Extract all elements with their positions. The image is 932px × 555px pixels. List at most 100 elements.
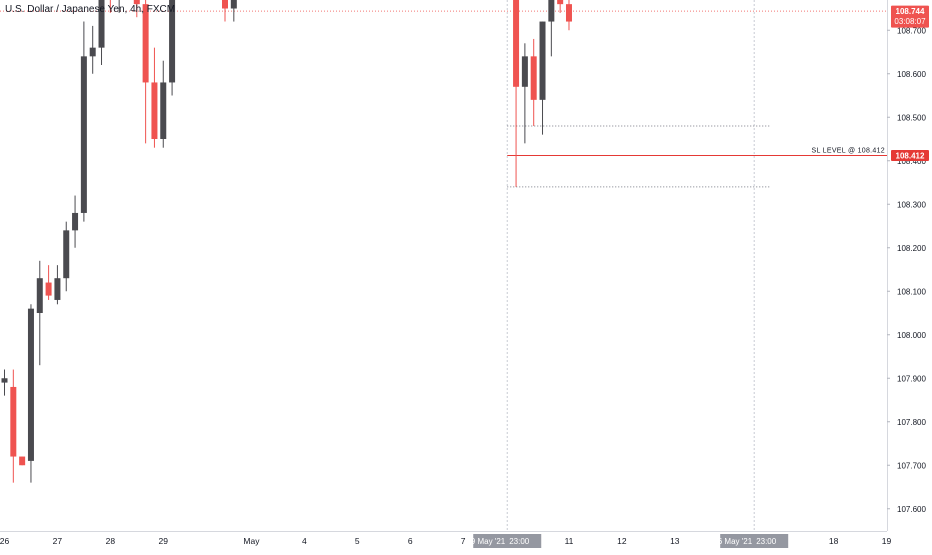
price-tick-label: 108.600: [897, 70, 926, 79]
price-tick-label: 108.700: [897, 26, 926, 35]
candle: [230, 0, 237, 22]
time-tick-label: 29: [159, 536, 169, 546]
candle: [565, 0, 572, 31]
candle: [10, 369, 17, 483]
time-tick-label: 12: [617, 536, 627, 546]
candle: [27, 304, 34, 483]
candle-body: [89, 47, 96, 57]
date-marker-badge: 09 May '21 23:00: [466, 534, 542, 548]
date-marker-date: 16 May '21: [713, 537, 752, 546]
price-tick-label: 108.000: [897, 331, 926, 340]
candle: [142, 0, 149, 144]
candle-body: [169, 0, 176, 83]
candle-body: [548, 0, 555, 22]
candle: [98, 0, 105, 66]
candle-body: [539, 21, 546, 100]
price-tick-label: 107.600: [897, 505, 926, 514]
date-marker-date: 09 May '21: [466, 537, 505, 546]
candle-body: [151, 82, 158, 139]
candle: [80, 21, 87, 222]
candle-body: [530, 56, 537, 100]
candle: [169, 0, 176, 96]
time-tick-label: 19: [882, 536, 892, 546]
badge-bg: [891, 150, 929, 162]
candle: [222, 0, 228, 22]
candle-body: [36, 278, 43, 313]
candle-body: [63, 230, 70, 279]
candle: [160, 60, 167, 148]
price-axis[interactable]: 107.600 107.700 107.800 107.900 108.000 108.1…: [887, 0, 926, 514]
candle: [36, 260, 43, 366]
candle-body: [10, 386, 17, 457]
candle-body: [45, 282, 52, 296]
time-tick-label: 26: [0, 536, 9, 546]
candle: [54, 265, 61, 305]
candle-body: [98, 0, 105, 48]
candle-body: [80, 56, 87, 213]
badge-value: 108.412: [896, 152, 925, 161]
time-tick-label: 27: [53, 536, 63, 546]
badge-bg: [891, 5, 929, 28]
time-tick-label: 11: [565, 536, 574, 546]
candle: [72, 195, 79, 248]
candle: [133, 0, 140, 18]
time-tick-label: 6: [408, 536, 413, 546]
badge-countdown: 03:08:07: [894, 17, 926, 26]
date-marker-bg: [720, 534, 789, 548]
candle: [1, 369, 8, 396]
grid: [0, 0, 888, 532]
price-tick-label: 108.100: [897, 287, 926, 296]
candle-body: [521, 56, 528, 87]
candle-body: [565, 4, 572, 22]
date-marker-badge: 16 May '21 23:00: [713, 534, 789, 548]
time-tick-label: 18: [829, 536, 839, 546]
candle-body: [142, 4, 149, 83]
candle: [109, 0, 111, 13]
candle-body: [72, 212, 79, 231]
date-marker-time: 23:00: [509, 537, 530, 546]
time-tick-label: 4: [302, 536, 307, 546]
badge-value: 108.744: [896, 7, 925, 16]
candle: [19, 456, 26, 466]
time-tick-label: May: [243, 536, 260, 546]
candle-body: [1, 378, 8, 383]
price-tick-label: 107.900: [897, 374, 926, 383]
price-tick-label: 107.700: [897, 461, 926, 470]
time-tick-label: 28: [106, 536, 116, 546]
candle: [539, 21, 546, 135]
candle-body: [160, 82, 167, 139]
candles[interactable]: [1, 0, 572, 483]
date-marker-bg: [473, 534, 542, 548]
chart-title: U.S. Dollar / Japanese Yen, 4h, FXCM: [5, 4, 176, 15]
candle-body: [27, 308, 34, 461]
candle: [151, 47, 158, 148]
candle: [63, 221, 70, 292]
time-tick-label: 5: [355, 536, 360, 546]
candle-body: [54, 278, 61, 300]
candle-body: [557, 0, 564, 5]
sl-price-badge: 108.412: [891, 150, 929, 162]
date-marker-time: 23:00: [756, 537, 777, 546]
candle-body: [513, 0, 520, 87]
candle: [530, 38, 537, 126]
candle-body: [133, 0, 140, 5]
candle: [89, 25, 96, 74]
price-tick-label: 108.200: [897, 244, 926, 253]
candle-body: [222, 0, 228, 9]
price-tick-label: 107.800: [897, 418, 926, 427]
candle: [45, 265, 52, 300]
candle: [521, 43, 528, 144]
candle: [548, 0, 555, 57]
candle: [557, 0, 564, 13]
time-axis[interactable]: 26272829May45671112131417181909 May '212…: [0, 534, 891, 548]
time-tick-label: 13: [670, 536, 680, 546]
candle-body: [19, 456, 26, 466]
sl-level-label: SL LEVEL @ 108.412: [812, 148, 885, 155]
candle: [513, 0, 520, 187]
time-tick-label: 7: [461, 536, 466, 546]
price-tick-label: 108.400: [897, 157, 926, 166]
